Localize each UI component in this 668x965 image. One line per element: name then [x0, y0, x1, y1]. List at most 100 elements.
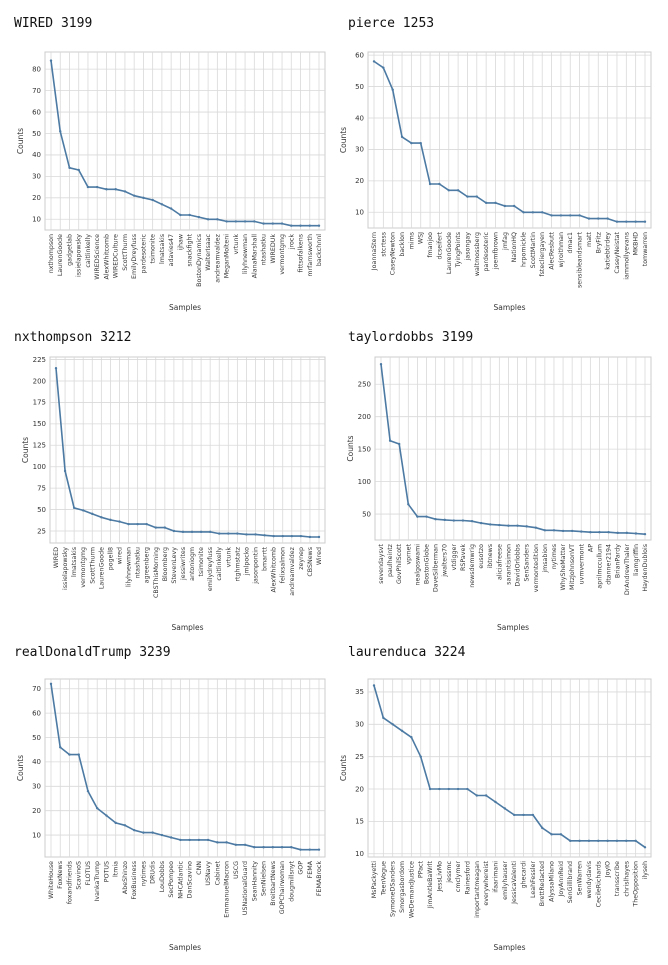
- data-point: [308, 535, 312, 539]
- data-point: [105, 814, 108, 817]
- data-point: [597, 839, 600, 843]
- x-tick-label: AbeShinzo: [122, 861, 129, 894]
- x-tick-label: tsimonite: [198, 547, 205, 577]
- data-point: [262, 846, 265, 849]
- data-point: [410, 736, 413, 739]
- y-tick-label: 100: [33, 463, 46, 471]
- data-point: [86, 185, 90, 189]
- data-point: [587, 839, 591, 843]
- data-point: [489, 523, 492, 526]
- data-point: [59, 130, 62, 133]
- x-tick-label: stcrtess: [380, 232, 387, 257]
- data-point: [169, 836, 173, 839]
- data-point: [569, 839, 572, 843]
- y-axis-label: Counts: [339, 127, 348, 153]
- y-tick-label: 15: [355, 818, 364, 826]
- x-tick-label: eusotzo: [478, 544, 485, 569]
- x-tick-label: SymoneDSanders: [390, 861, 397, 917]
- x-tick-label: fittsofalkens: [298, 234, 305, 272]
- data-point: [625, 220, 628, 223]
- x-tick-label: FoxBusiness: [131, 861, 138, 900]
- data-point: [127, 522, 130, 526]
- data-point: [507, 524, 510, 527]
- x-tick-label: Smorgasbordom: [399, 861, 406, 913]
- x-tick-label: pardesoteric: [483, 231, 490, 271]
- x-tick-label: ntashatku: [135, 547, 142, 578]
- chart-title: laurenduca 3224: [348, 645, 466, 660]
- data-point: [160, 203, 164, 206]
- x-tick-label: SenNielsen: [261, 861, 268, 896]
- x-tick-label: BrianPardy: [615, 544, 622, 578]
- chart-panel-4: sevendaysvt paulheintz GovPhilScott vprnet n…: [346, 356, 652, 632]
- x-tick-label: EmilyDreyfuss: [131, 234, 138, 279]
- x-tick-label: gadgetlab: [66, 234, 73, 266]
- y-tick-label: 35: [355, 688, 364, 696]
- x-tick-label: fmanjoo: [427, 232, 434, 258]
- data-point: [416, 515, 419, 518]
- data-point: [372, 60, 376, 63]
- x-tick-label: importantmeagan: [474, 861, 481, 918]
- y-tick-label: 50: [32, 734, 41, 742]
- x-tick-label: GOPChairwoman: [279, 861, 286, 914]
- data-point: [49, 682, 53, 686]
- x-tick-label: POTUS: [103, 861, 110, 882]
- data-point: [136, 522, 139, 526]
- x-tick-label: SenGillibrand: [567, 861, 574, 903]
- x-tick-label: sevendaysvt: [378, 543, 385, 583]
- x-tick-label: AlexWhitcomb: [103, 234, 110, 279]
- data-point: [123, 824, 127, 827]
- data-point: [271, 222, 274, 225]
- data-point: [634, 220, 637, 223]
- data-point: [280, 222, 284, 225]
- y-tick-label: 125: [33, 442, 46, 450]
- x-tick-label: ltmia: [113, 861, 120, 877]
- x-tick-label: vermontedition: [533, 544, 540, 592]
- x-tick-label: dmac1: [567, 232, 574, 253]
- x-tick-label: WIREDUk: [270, 234, 277, 264]
- y-tick-label: 30: [32, 783, 41, 791]
- x-tick-label: BreitbartNews: [270, 861, 277, 906]
- data-point: [280, 846, 284, 849]
- data-point: [484, 201, 488, 205]
- x-tick-label: CaseyNewton: [390, 232, 397, 275]
- x-tick-label: nytimes: [140, 861, 147, 886]
- y-tick-label: 60: [32, 108, 41, 116]
- x-tick-label: SecPompeo: [168, 861, 175, 898]
- x-axis-label: Samples: [493, 943, 525, 952]
- x-tick-label: WalterIsaac: [205, 233, 212, 270]
- data-point: [216, 218, 219, 221]
- x-tick-label: USNavy: [205, 861, 212, 886]
- x-tick-label: nytimes: [551, 544, 558, 569]
- y-tick-label: 30: [355, 721, 364, 729]
- data-point: [154, 526, 157, 529]
- y-axis-label: Counts: [339, 755, 348, 781]
- plot-area: [44, 678, 326, 858]
- data-point: [317, 224, 321, 227]
- x-tick-label: CBSNews: [307, 547, 314, 577]
- x-tick-label: rtghmstatz: [234, 546, 241, 581]
- x-tick-label: jrock: [288, 234, 295, 251]
- data-point: [578, 839, 581, 843]
- x-tick-label: lmatsakis: [159, 234, 166, 264]
- x-tick-label: WIRED: [53, 547, 60, 568]
- x-tick-label: transscribe: [614, 861, 621, 896]
- x-tick-label: Wired: [316, 547, 323, 565]
- data-point: [607, 531, 610, 534]
- data-point: [290, 534, 293, 538]
- chart-panel-5: WhiteHouse FoxNews foxandfriends ScavinoS FL…: [16, 678, 326, 952]
- x-tick-label: LeahFessler: [530, 861, 537, 898]
- data-point: [456, 787, 460, 791]
- y-tick-label: 25: [37, 527, 46, 535]
- x-tick-label: vrtunk: [233, 234, 240, 255]
- x-tick-label: vrtunk: [225, 547, 232, 568]
- y-tick-label: 80: [32, 65, 41, 73]
- x-tick-label: RSPavek: [460, 544, 467, 571]
- data-point: [498, 523, 501, 527]
- data-point: [597, 217, 600, 220]
- x-tick-label: LaurenGoode: [98, 547, 105, 589]
- data-point: [169, 207, 173, 210]
- x-tick-label: HaydenDublois: [642, 544, 649, 592]
- data-point: [245, 533, 248, 536]
- data-point: [643, 846, 647, 849]
- x-tick-label: Cabinet: [214, 860, 221, 885]
